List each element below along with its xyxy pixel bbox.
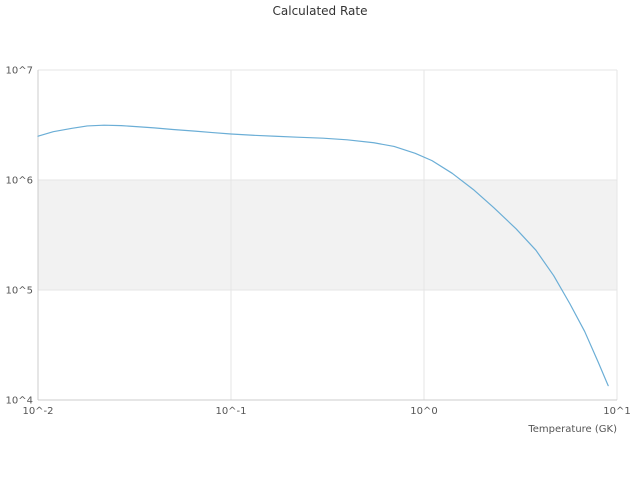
- series-line-calculated-rate: [37, 124, 609, 387]
- x-axis-label: Temperature (GK): [528, 424, 617, 435]
- chart-title: Calculated Rate: [272, 4, 368, 18]
- y-tick-label: 10^5: [6, 286, 33, 297]
- x-tick-label: 10^1: [603, 406, 630, 417]
- y-tick-label: 10^4: [6, 396, 33, 407]
- x-tick-label: 10^-2: [22, 406, 53, 417]
- y-tick-label: 10^7: [6, 66, 33, 77]
- x-tick-label: 10^0: [410, 406, 437, 417]
- x-tick-label: 10^-1: [215, 406, 246, 417]
- highlight-band: [38, 180, 617, 290]
- y-tick-label: 10^6: [6, 176, 33, 187]
